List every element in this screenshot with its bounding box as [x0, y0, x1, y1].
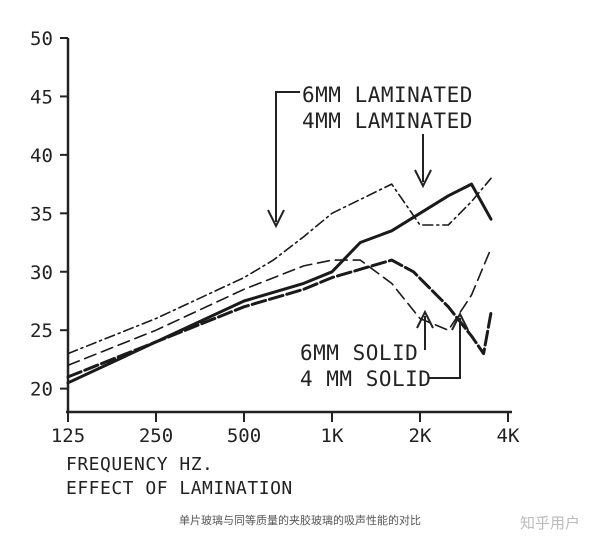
x-tick-label: 2K — [409, 425, 432, 447]
arrow-4mm-solid — [428, 318, 461, 379]
arrow-6mm-laminated-head — [267, 209, 285, 229]
x-axis-label: FREQUENCY HZ. — [66, 454, 213, 475]
y-tick-label: 20 — [30, 379, 53, 401]
x-tick-label: 250 — [139, 425, 173, 447]
x-tick-label: 1K — [321, 425, 344, 447]
axes — [66, 38, 512, 414]
arrow-6mm-solid-head — [416, 309, 434, 329]
arrow-6mm-laminated — [275, 91, 300, 222]
y-tick-label: 45 — [30, 86, 53, 108]
watermark: 知乎用户 — [519, 514, 580, 532]
arrow-4mm-laminated-head — [414, 169, 432, 189]
y-tick-label: 25 — [30, 320, 53, 342]
x-tick-label: 500 — [227, 425, 261, 447]
annotation-6mm-solid: 6MM SOLID — [300, 341, 418, 365]
series-line-4mm-solid — [66, 258, 493, 379]
x-tick-label: 4K — [497, 425, 520, 447]
y-tick-label: 40 — [30, 145, 53, 167]
annotation-6mm-laminated: 6MM LAMINATED — [302, 83, 473, 107]
series-line-4mm-laminated — [66, 182, 493, 385]
series-line-6mm-laminated — [67, 177, 492, 355]
x-ticks: 125 250 500 1K 2K 4K — [51, 412, 520, 447]
y-tick-label: 50 — [30, 28, 53, 50]
annotation-4mm-laminated: 4MM LAMINATED — [302, 109, 473, 133]
x-tick-label: 125 — [51, 425, 85, 447]
annotation-4mm-solid: 4 MM SOLID — [300, 367, 431, 391]
series-line-6mm-solid — [67, 247, 492, 367]
y-tick-label: 30 — [30, 262, 53, 284]
series-group — [66, 177, 493, 385]
caption: 单片玻璃与同等质量的夹胶玻璃的吸声性能的对比 — [179, 514, 421, 527]
arrow-4mm-solid-head — [451, 311, 469, 331]
y-ticks: 20 25 30 35 40 45 50 — [30, 28, 68, 401]
annotations: 6MM LAMINATED 4MM LAMINATED 6MM SOLID 4 … — [267, 83, 473, 391]
y-tick-label: 35 — [30, 203, 53, 225]
chart-subtitle: EFFECT OF LAMINATION — [66, 478, 293, 499]
